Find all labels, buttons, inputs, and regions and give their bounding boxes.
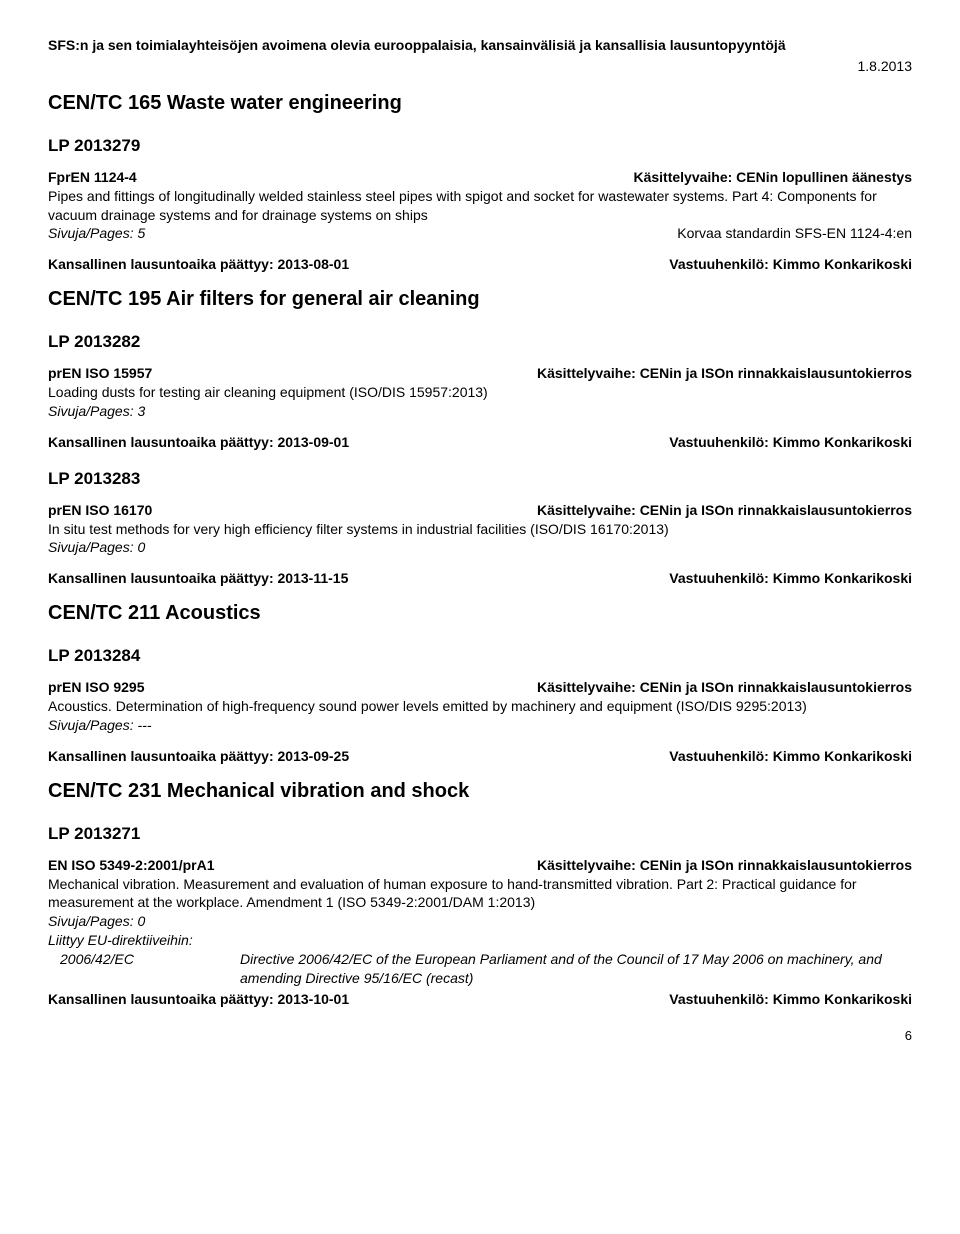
processing-phase: Käsittelyvaihe: CENin ja ISOn rinnakkais… (537, 856, 912, 875)
standard-description: Pipes and fittings of longitudinally wel… (48, 187, 912, 225)
page-number: 6 (48, 1027, 912, 1045)
standard-description: Acoustics. Determination of high-frequen… (48, 697, 912, 716)
section-title: CEN/TC 231 Mechanical vibration and shoc… (48, 778, 912, 805)
deadline: Kansallinen lausuntoaika päättyy: 2013-0… (48, 433, 349, 452)
standard-code: EN ISO 5349-2:2001/prA1 (48, 856, 215, 875)
pages-count: Sivuja/Pages: 0 (48, 538, 912, 557)
pages-count: Sivuja/Pages: 5 (48, 224, 145, 243)
lp-code: LP 2013271 (48, 823, 912, 846)
deadline: Kansallinen lausuntoaika päättyy: 2013-1… (48, 569, 348, 588)
deadline: Kansallinen lausuntoaika päättyy: 2013-0… (48, 747, 349, 766)
lp-code: LP 2013284 (48, 645, 912, 668)
section-title: CEN/TC 165 Waste water engineering (48, 90, 912, 117)
responsible-person: Vastuuhenkilö: Kimmo Konkarikoski (669, 255, 912, 274)
standard-code: FprEN 1124-4 (48, 168, 137, 187)
lp-code: LP 2013283 (48, 468, 912, 491)
page-date: 1.8.2013 (48, 57, 912, 76)
standard-description: Loading dusts for testing air cleaning e… (48, 383, 912, 402)
directive-description: Directive 2006/42/EC of the European Par… (240, 950, 912, 988)
standard-description: In situ test methods for very high effic… (48, 520, 912, 539)
directive-code: 2006/42/EC (48, 950, 180, 969)
responsible-person: Vastuuhenkilö: Kimmo Konkarikoski (669, 990, 912, 1009)
deadline: Kansallinen lausuntoaika päättyy: 2013-0… (48, 255, 349, 274)
page-header: SFS:n ja sen toimialayhteisöjen avoimena… (48, 36, 912, 55)
responsible-person: Vastuuhenkilö: Kimmo Konkarikoski (669, 433, 912, 452)
directive-label: Liittyy EU-direktiiveihin: (48, 931, 912, 950)
processing-phase: Käsittelyvaihe: CENin lopullinen äänesty… (633, 168, 912, 187)
pages-count: Sivuja/Pages: --- (48, 716, 912, 735)
standard-code: prEN ISO 9295 (48, 678, 145, 697)
processing-phase: Käsittelyvaihe: CENin ja ISOn rinnakkais… (537, 678, 912, 697)
replaces-standard: Korvaa standardin SFS-EN 1124-4:en (677, 224, 912, 243)
standard-code: prEN ISO 15957 (48, 364, 152, 383)
processing-phase: Käsittelyvaihe: CENin ja ISOn rinnakkais… (537, 364, 912, 383)
processing-phase: Käsittelyvaihe: CENin ja ISOn rinnakkais… (537, 501, 912, 520)
lp-code: LP 2013279 (48, 135, 912, 158)
standard-code: prEN ISO 16170 (48, 501, 152, 520)
section-title: CEN/TC 195 Air filters for general air c… (48, 286, 912, 313)
section-title: CEN/TC 211 Acoustics (48, 600, 912, 627)
pages-count: Sivuja/Pages: 0 (48, 912, 912, 931)
responsible-person: Vastuuhenkilö: Kimmo Konkarikoski (669, 569, 912, 588)
standard-description: Mechanical vibration. Measurement and ev… (48, 875, 912, 913)
deadline: Kansallinen lausuntoaika päättyy: 2013-1… (48, 990, 349, 1009)
pages-count: Sivuja/Pages: 3 (48, 402, 912, 421)
lp-code: LP 2013282 (48, 331, 912, 354)
responsible-person: Vastuuhenkilö: Kimmo Konkarikoski (669, 747, 912, 766)
